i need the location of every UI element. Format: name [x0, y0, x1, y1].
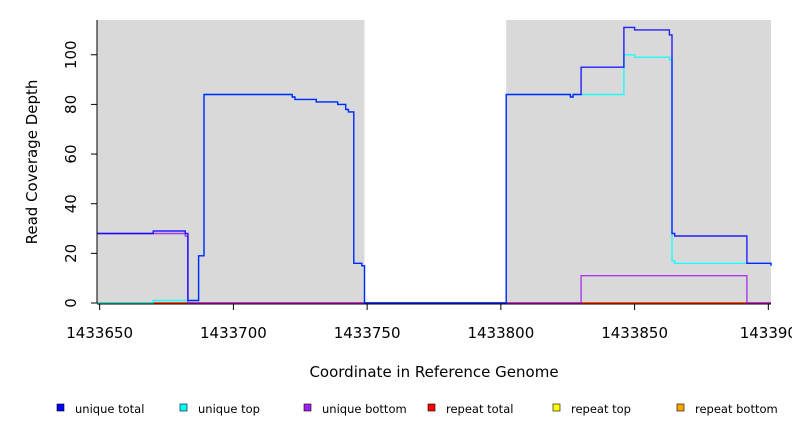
legend-label: unique total	[75, 402, 144, 416]
plot-area	[97, 20, 772, 304]
y-tick-label: 80	[62, 95, 80, 114]
x-tick-label: 1433800	[467, 324, 534, 342]
legend-swatch	[427, 403, 436, 412]
legend: unique total unique top unique bottom repea…	[56, 402, 778, 416]
gap-region	[364, 20, 507, 303]
y-tick-label: 40	[62, 194, 80, 213]
x-tick-label: 143390	[740, 324, 792, 342]
y-tick-label: 20	[62, 244, 80, 263]
legend-label: unique bottom	[322, 402, 407, 416]
x-tick-label: 1433750	[334, 324, 401, 342]
legend-swatch	[552, 403, 561, 412]
x-tick-label: 1433700	[200, 324, 267, 342]
legend-swatch	[56, 403, 65, 412]
y-tick-label: 0	[62, 298, 80, 308]
legend-label: unique top	[198, 402, 260, 416]
y-tick-label: 100	[62, 40, 80, 69]
legend-swatch	[179, 403, 188, 412]
legend-label: repeat total	[446, 402, 513, 416]
legend-label: repeat top	[571, 402, 631, 416]
y-axis-label: Read Coverage Depth	[23, 80, 41, 245]
series-unique-total-line	[97, 26, 772, 304]
x-axis-label: Coordinate in Reference Genome	[309, 363, 558, 381]
x-tick-label: 1433650	[66, 324, 133, 342]
legend-swatch	[303, 403, 312, 412]
x-tick-label: 1433850	[601, 324, 668, 342]
legend-label: repeat bottom	[695, 402, 778, 416]
y-tick-label: 60	[62, 145, 80, 164]
axes: 0 20 40 60 80 100 1433650 1433700 1433750 1433800…	[62, 20, 792, 342]
legend-swatch	[676, 403, 685, 412]
